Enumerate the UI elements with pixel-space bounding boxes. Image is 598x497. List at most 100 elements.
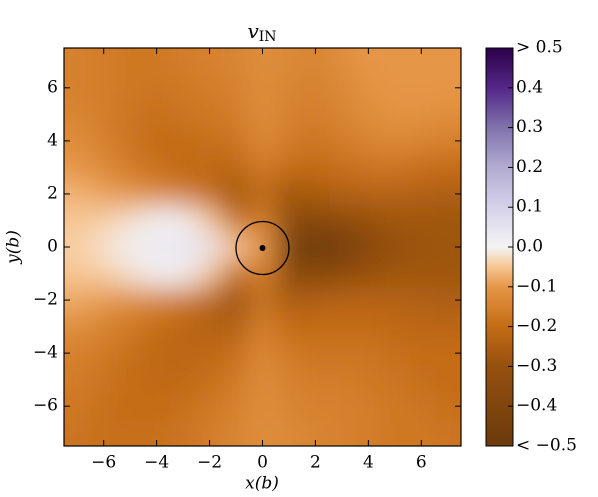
heatmap-cell	[222, 180, 250, 208]
heatmap-cell	[381, 313, 409, 341]
heatmap-cell	[328, 419, 356, 446]
heatmap-cell	[408, 154, 436, 182]
heatmap-cell	[169, 419, 197, 446]
heatmap-cell	[355, 180, 383, 208]
heatmap-cell	[249, 286, 277, 314]
y-axis-label: y(b)	[4, 230, 24, 265]
heatmap-cell	[275, 419, 303, 446]
heatmap-cell	[328, 366, 356, 394]
heatmap-cell	[143, 207, 171, 235]
heatmap-cell	[355, 127, 383, 155]
heatmap-cell	[408, 366, 436, 394]
heatmap-cell	[196, 101, 224, 129]
heatmap-cell	[275, 74, 303, 102]
heatmap-cell	[302, 260, 330, 288]
heatmap-cell	[143, 366, 171, 394]
heatmap-cell	[169, 154, 197, 182]
heatmap-cell	[355, 339, 383, 367]
heatmap-cell	[381, 419, 409, 446]
heatmap-cell	[143, 74, 171, 102]
heatmap-cell	[143, 286, 171, 314]
heatmap-cell	[116, 74, 144, 102]
heatmap-cell	[434, 207, 461, 235]
colorbar-tick-label: < −0.5	[516, 436, 577, 456]
y-tick-label: 6	[47, 77, 58, 97]
heatmap-cell	[381, 101, 409, 129]
heatmap-cell	[116, 48, 144, 76]
heatmap-cell	[143, 392, 171, 420]
heatmap-cell	[169, 180, 197, 208]
heatmap-cell	[328, 48, 356, 76]
x-tick-label: 0	[257, 453, 268, 473]
heatmap-cell	[116, 392, 144, 420]
colorbar-tick-label: 0.1	[516, 197, 543, 217]
y-tick-label: 2	[47, 183, 58, 203]
heatmap-cell	[169, 339, 197, 367]
heatmap-cell	[222, 101, 250, 129]
colorbar-tick-label: 0.3	[516, 117, 543, 137]
heatmap-cell	[249, 74, 277, 102]
heatmap-cell	[196, 392, 224, 420]
heatmap-cell	[381, 74, 409, 102]
heatmap-cell	[169, 233, 197, 261]
heatmap-cell	[275, 127, 303, 155]
heatmap-cell	[381, 339, 409, 367]
heatmap-cell	[196, 154, 224, 182]
heatmap-cell	[408, 392, 436, 420]
heatmap-cell	[64, 48, 91, 76]
heatmap-cell	[90, 233, 118, 261]
heatmap-cell	[222, 419, 250, 446]
heatmap-cell	[90, 313, 118, 341]
heatmap-cell	[90, 74, 118, 102]
heatmap-cell	[355, 313, 383, 341]
heatmap-cell	[381, 392, 409, 420]
heatmap-cell	[169, 313, 197, 341]
heatmap-cell	[169, 207, 197, 235]
heatmap-cell	[222, 286, 250, 314]
heatmap-cell	[408, 207, 436, 235]
heatmap-cell	[275, 207, 303, 235]
heatmap-cell	[196, 180, 224, 208]
heatmap-cell	[64, 207, 91, 235]
heatmap-cell	[222, 127, 250, 155]
heatmap-cell	[196, 286, 224, 314]
heatmap-cell	[408, 127, 436, 155]
x-tick-label: −6	[91, 453, 116, 473]
heatmap-cell	[302, 207, 330, 235]
heatmap-cell	[408, 286, 436, 314]
title-main: v	[247, 19, 259, 43]
heatmap-cell	[302, 101, 330, 129]
heatmap-cell	[408, 48, 436, 76]
heatmap-cell	[302, 74, 330, 102]
heatmap-cell	[328, 339, 356, 367]
heatmap-cell	[302, 127, 330, 155]
heatmap-cell	[355, 286, 383, 314]
heatmap-cell	[275, 154, 303, 182]
heatmap-cell	[116, 313, 144, 341]
colorbar-tick-label: −0.1	[516, 276, 557, 296]
heatmap-cell	[328, 127, 356, 155]
chart-title: vIN	[247, 19, 276, 46]
heatmap-cell	[275, 286, 303, 314]
heatmap-cell	[143, 233, 171, 261]
heatmap-cell	[302, 233, 330, 261]
heatmap-cell	[302, 313, 330, 341]
heatmap-cell	[434, 101, 461, 129]
heatmap-cell	[249, 154, 277, 182]
circle	[235, 220, 290, 276]
heatmap-cell	[116, 233, 144, 261]
heatmap-cell	[116, 286, 144, 314]
heatmap-cell	[90, 207, 118, 235]
heatmap-cell	[355, 366, 383, 394]
heatmap-cell	[328, 313, 356, 341]
heatmap-cell	[196, 48, 224, 76]
heatmap-cell	[381, 207, 409, 235]
heatmap-cell	[64, 260, 91, 288]
heatmap-cell	[434, 154, 461, 182]
x-tick-label: 4	[363, 453, 374, 473]
heatmap-cell	[90, 101, 118, 129]
heatmap-cell	[249, 313, 277, 341]
heatmap-cell	[169, 48, 197, 76]
y-tick-label: −6	[33, 396, 58, 416]
heatmap-cell	[90, 180, 118, 208]
